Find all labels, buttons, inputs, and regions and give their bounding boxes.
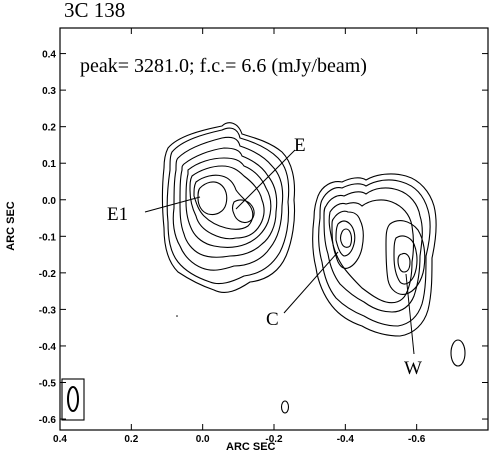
contour-west-core-c [339,228,353,248]
x-tick-label: 0.0 [196,434,210,445]
x-axis-ticks: 0.4 0.2 0.0 -0.2 -0.4 -0.6 [53,28,426,445]
pointer-line-w [405,273,415,355]
y-tick-label: 0.4 [42,50,56,61]
y-tick-label: -0.2 [39,269,57,280]
y-tick-label: 0.0 [42,196,56,207]
x-tick-label: -0.4 [337,434,355,445]
contour-west-level-4 [328,199,415,304]
contour-east-level-2 [166,127,290,285]
label-c: C [266,309,279,330]
beam-box [61,378,85,421]
label-e1: E1 [107,204,128,225]
x-axis-label: ARC SEC [226,441,276,453]
x-tick-label: -0.2 [265,434,283,445]
y-tick-label: 0.1 [42,159,56,170]
isolated-contour-right [450,339,466,367]
y-axis-ticks: 0.4 0.3 0.2 0.1 0.0 -0.1 -0.2 -0.3 -0.4 -0.5 -0.6 [39,50,488,426]
beam-ellipse [67,386,79,412]
label-e: E [294,135,306,156]
isolated-contour-bottom [280,400,290,414]
y-tick-label: -0.5 [39,378,57,389]
contour-east-level-7 [193,174,254,230]
y-tick-label: -0.1 [39,232,57,243]
contour-west-level-1 [312,173,437,337]
isolated-dot [176,315,178,317]
y-tick-label: -0.3 [39,305,57,316]
x-tick-label: 0.4 [53,434,67,445]
contour-west-w-peak [397,252,411,273]
y-tick-label: -0.6 [39,415,57,426]
peak-annotation: peak= 3281.0; f.c.= 6.6 (mJy/beam) [80,55,367,77]
component-east-contours [161,122,296,293]
contour-east-e-knot [231,199,255,224]
pointer-line-e1 [144,196,201,213]
contour-east-level-6 [189,165,265,240]
contour-east-level-8 [197,181,228,216]
y-tick-label: -0.4 [39,342,57,353]
y-tick-label: 0.3 [42,86,56,97]
label-w: W [404,358,422,379]
pointer-line-c [283,251,339,314]
contour-west-level-5 [331,210,364,269]
pointer-line-e [235,149,296,210]
contour-east-level-4 [179,147,278,258]
source-title: 3C 138 [64,0,126,22]
contour-east-level-1 [161,122,296,293]
contour-west-level-3 [323,187,423,313]
y-tick-label: 0.2 [42,123,56,134]
x-tick-label: 0.2 [124,434,138,445]
contour-east-level-5 [185,157,272,248]
contour-west-level-2 [318,179,431,327]
x-tick-label: -0.6 [408,434,426,445]
contour-east-level-3 [172,136,284,271]
contour-west-level-6 [335,220,356,257]
plot-frame [59,27,489,431]
component-west-contours [312,173,437,337]
contour-west-w-outer [385,220,426,295]
